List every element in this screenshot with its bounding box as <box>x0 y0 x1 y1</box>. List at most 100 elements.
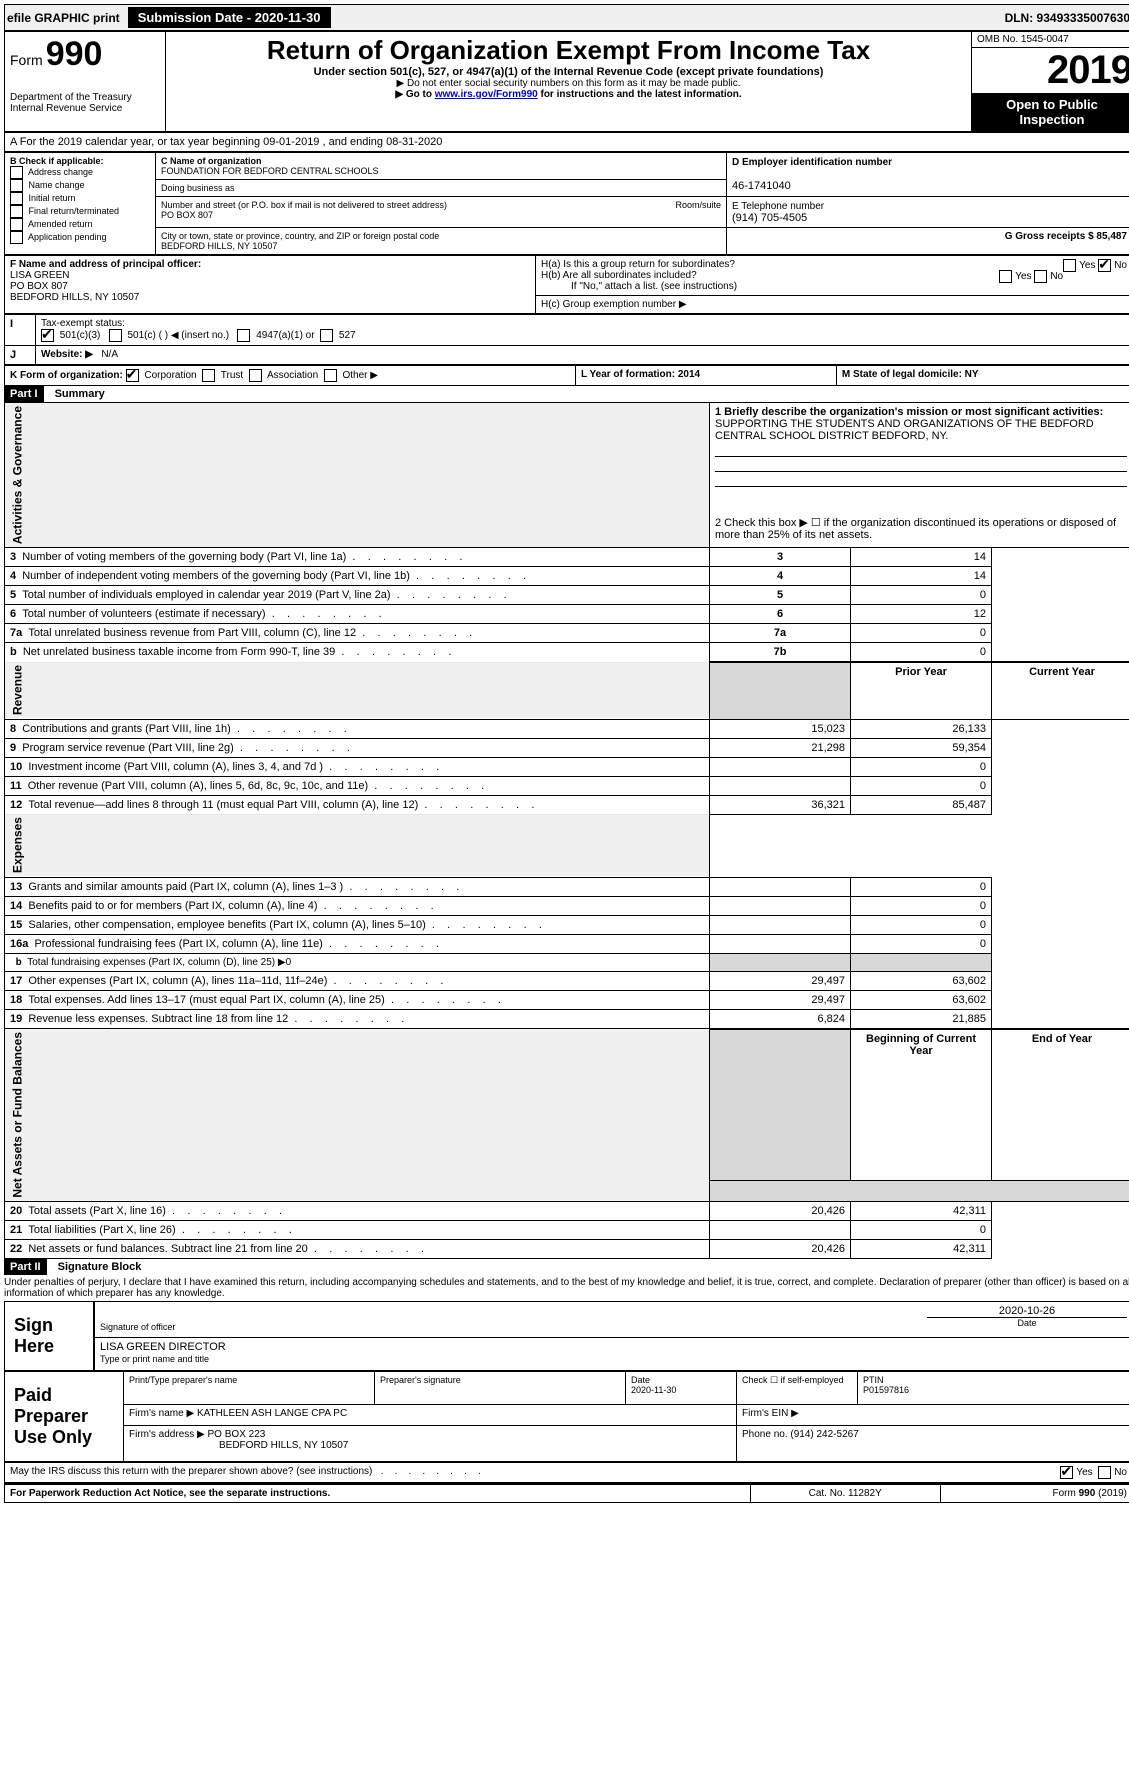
box-j-label: J <box>5 346 36 365</box>
vlabel-net: Net Assets or Fund Balances <box>5 1029 710 1202</box>
ha-yes[interactable] <box>1063 259 1076 272</box>
efile-label: efile GRAPHIC print <box>7 11 120 25</box>
row-desc: 12 Total revenue—add lines 8 through 11 … <box>5 795 710 814</box>
phone: (914) 705-4505 <box>732 212 807 224</box>
submission-date: Submission Date - 2020-11-30 <box>128 7 331 28</box>
opt-corp: Corporation <box>144 370 196 381</box>
city-value: BEDFORD HILLS, NY 10507 <box>161 241 277 251</box>
ptin: P01597816 <box>863 1385 909 1395</box>
hb-label: H(b) Are all subordinates included? <box>541 270 697 281</box>
opt-assoc: Association <box>267 370 318 381</box>
row-shade <box>710 953 851 971</box>
irs-link[interactable]: www.irs.gov/Form990 <box>435 89 538 100</box>
other-check[interactable] <box>324 369 337 382</box>
col-prior: Prior Year <box>851 662 992 719</box>
part2-header: Part II <box>4 1259 47 1275</box>
website-label: Website: ▶ <box>41 349 93 360</box>
trust-check[interactable] <box>202 369 215 382</box>
box-k-label: K Form of organization: <box>10 370 123 381</box>
row-desc: 7a Total unrelated business revenue from… <box>5 624 710 643</box>
b-item-check[interactable] <box>10 179 23 192</box>
discuss-yes[interactable] <box>1060 1466 1073 1479</box>
goto-pre: ▶ Go to <box>395 89 434 100</box>
row-shade <box>851 953 992 971</box>
firm-ein-label: Firm's EIN ▶ <box>737 1404 1129 1426</box>
box-e-label: E Telephone number <box>732 201 824 212</box>
b-item-check[interactable] <box>10 192 23 205</box>
header-table: Form 990 Department of the Treasury Inte… <box>4 31 1129 132</box>
assoc-check[interactable] <box>249 369 262 382</box>
row-desc: 18 Total expenses. Add lines 13–17 (must… <box>5 990 710 1009</box>
row-desc: 6 Total number of volunteers (estimate i… <box>5 605 710 624</box>
row-desc: 4 Number of independent voting members o… <box>5 567 710 586</box>
firm-city: BEDFORD HILLS, NY 10507 <box>129 1440 348 1451</box>
part1-title: Summary <box>47 388 105 400</box>
paperwork: For Paperwork Reduction Act Notice, see … <box>10 1488 330 1499</box>
opt-501c: 501(c) ( ) ◀ (insert no.) <box>127 330 229 341</box>
row-prior <box>710 934 851 953</box>
row-desc: 3 Number of voting members of the govern… <box>5 548 710 567</box>
firm-phone: Phone no. (914) 242-5267 <box>737 1426 1129 1461</box>
row-prior: 29,497 <box>710 971 851 990</box>
discuss-no[interactable] <box>1098 1466 1111 1479</box>
501c3-check[interactable] <box>41 329 54 342</box>
row-prior: 21,298 <box>710 738 851 757</box>
discuss-text: May the IRS discuss this return with the… <box>10 1466 372 1477</box>
row-current: 63,602 <box>851 971 992 990</box>
prep-date-label: Date <box>631 1375 650 1385</box>
form-title: Return of Organization Exempt From Incom… <box>171 35 966 66</box>
row-current: 85,487 <box>851 795 992 814</box>
row-desc: b Net unrelated business taxable income … <box>5 643 710 663</box>
h-note: If "No," attach a list. (see instruction… <box>541 281 737 292</box>
row-desc: 17 Other expenses (Part IX, column (A), … <box>5 971 710 990</box>
501c-check[interactable] <box>109 329 122 342</box>
officer-addr2: BEDFORD HILLS, NY 10507 <box>10 292 139 303</box>
officer-addr1: PO BOX 807 <box>10 281 68 292</box>
self-emp-check: Check ☐ if self-employed <box>737 1371 858 1404</box>
b-item-check[interactable] <box>10 218 23 231</box>
row-end: 0 <box>851 1220 992 1239</box>
hb-no[interactable] <box>1034 270 1047 283</box>
prep-date: 2020-11-30 <box>631 1385 676 1395</box>
prep-sig-label: Preparer's signature <box>375 1371 626 1404</box>
cat-no: Cat. No. 11282Y <box>750 1484 940 1503</box>
ein: 46-1741040 <box>732 180 791 192</box>
opt-501c3: 501(c)(3) <box>60 330 101 341</box>
row-current: 0 <box>851 757 992 776</box>
hb-yes[interactable] <box>999 270 1012 283</box>
ptin-label: PTIN <box>863 1375 884 1385</box>
row-val: 0 <box>851 643 992 663</box>
row-current: 63,602 <box>851 990 992 1009</box>
corp-check[interactable] <box>126 369 139 382</box>
vlabel-exp: Expenses <box>5 814 710 877</box>
row-key: 4 <box>710 567 851 586</box>
ha-no[interactable] <box>1098 259 1111 272</box>
row-prior <box>710 877 851 896</box>
b-item-check[interactable] <box>10 205 23 218</box>
row-key: 7a <box>710 624 851 643</box>
paid-preparer-table: Paid Preparer Use Only Print/Type prepar… <box>4 1371 1129 1462</box>
row-end: 42,311 <box>851 1239 992 1258</box>
row-val: 12 <box>851 605 992 624</box>
opt-trust: Trust <box>221 370 243 381</box>
row-key: 6 <box>710 605 851 624</box>
hc-label: H(c) Group exemption number ▶ <box>536 296 1129 314</box>
row-desc: 21 Total liabilities (Part X, line 26) <box>5 1220 710 1239</box>
row-desc: b Total fundraising expenses (Part IX, c… <box>5 953 710 971</box>
527-check[interactable] <box>320 329 333 342</box>
row-prior: 29,497 <box>710 990 851 1009</box>
note-ssn: ▶ Do not enter social security numbers o… <box>171 78 966 89</box>
officer-name-title: LISA GREEN DIRECTOR <box>100 1341 226 1353</box>
row-desc: 8 Contributions and grants (Part VIII, l… <box>5 719 710 738</box>
top-bar: efile GRAPHIC print Submission Date - 20… <box>4 4 1129 31</box>
row-desc: 13 Grants and similar amounts paid (Part… <box>5 877 710 896</box>
row-desc: 22 Net assets or fund balances. Subtract… <box>5 1239 710 1258</box>
4947-check[interactable] <box>237 329 250 342</box>
row-begin <box>710 1220 851 1239</box>
form-prefix: Form <box>10 52 43 68</box>
box-f-label: F Name and address of principal officer: <box>10 259 201 270</box>
b-item-check[interactable] <box>10 166 23 179</box>
b-item-check[interactable] <box>10 231 23 244</box>
omb: OMB No. 1545-0047 <box>972 32 1129 48</box>
row-current: 0 <box>851 877 992 896</box>
